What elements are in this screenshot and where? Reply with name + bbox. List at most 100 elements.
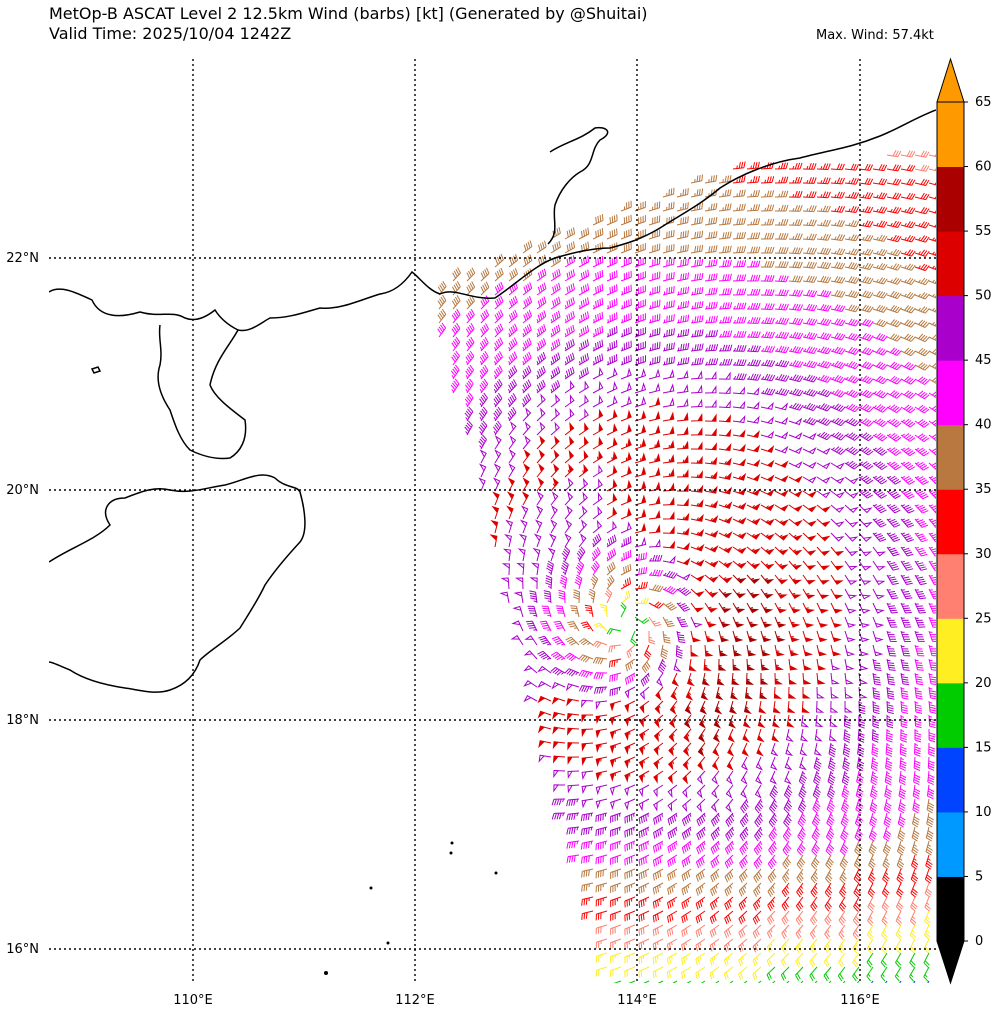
wind-barb: [928, 616, 936, 628]
wind-barb: [729, 700, 738, 715]
wind-barb: [701, 672, 711, 686]
wind-barb: [746, 331, 761, 338]
wind-barb: [620, 200, 632, 212]
wind-barb: [479, 350, 489, 366]
wind-barb: [681, 812, 692, 826]
wind-barb: [718, 602, 732, 613]
wind-barb: [508, 309, 518, 324]
wind-barb: [669, 700, 678, 715]
wind-barb: [816, 518, 831, 528]
wind-barb: [610, 910, 622, 921]
wind-barb: [724, 840, 734, 855]
wind-barb: [690, 258, 704, 268]
wind-barb: [581, 728, 594, 738]
wind-barb: [606, 228, 618, 240]
wind-barb: [928, 588, 936, 600]
wind-barb: [732, 644, 743, 657]
wind-barb: [620, 493, 632, 506]
wind-barb: [924, 896, 931, 912]
wind-barb: [894, 966, 902, 982]
wind-barb: [872, 277, 888, 285]
wind-barb: [522, 337, 532, 352]
wind-barb: [552, 755, 566, 764]
wind-barb: [536, 463, 545, 478]
wind-barb: [914, 574, 927, 586]
colorbar-tick-label: 50: [975, 289, 992, 304]
wind-barb: [724, 896, 734, 911]
wind-barb: [900, 291, 916, 300]
wind-barb: [767, 868, 777, 884]
wind-barb: [710, 868, 720, 883]
wind-barb: [718, 358, 733, 366]
wind-barb: [872, 672, 881, 686]
wind-barb: [595, 868, 608, 879]
wind-barb: [872, 489, 887, 499]
wind-barb: [676, 272, 689, 282]
wind-barb: [662, 482, 675, 492]
wind-barb: [810, 896, 818, 912]
wind-barb: [838, 938, 846, 954]
wind-barb: [704, 287, 718, 296]
wind-barb: [686, 980, 692, 983]
wind-barb: [552, 711, 566, 720]
lon-label: 112°E: [395, 993, 435, 1008]
wind-barb: [844, 318, 860, 327]
wind-barb: [508, 435, 517, 450]
wind-barb: [732, 546, 747, 554]
wind-barb: [690, 588, 705, 598]
wind-barb: [816, 275, 832, 284]
wind-barb: [718, 217, 732, 226]
wind-barb: [634, 327, 646, 338]
wind-barb: [578, 283, 590, 296]
wind-barb: [537, 665, 552, 674]
wind-barb: [830, 177, 845, 185]
wind-barb: [816, 374, 832, 383]
wind-barb: [634, 341, 646, 352]
wind-barb: [648, 584, 664, 593]
wind-barb: [914, 150, 930, 158]
wind-barb: [681, 826, 692, 840]
wind-barb: [928, 728, 936, 743]
wind-barb: [690, 174, 703, 184]
wind-barb: [886, 333, 902, 342]
wind-barb: [466, 267, 476, 282]
wind-barb: [508, 421, 517, 436]
wind-barb: [802, 360, 818, 369]
wind-barb: [592, 657, 608, 665]
wind-barb: [761, 246, 775, 254]
wind-barb: [690, 528, 705, 537]
wind-barb: [690, 384, 703, 394]
wind-barb: [576, 546, 586, 562]
wind-barb: [826, 812, 835, 828]
wind-barb: [773, 686, 783, 699]
wind-barb: [872, 602, 885, 614]
wind-barb: [872, 375, 888, 385]
wind-barb: [880, 938, 888, 954]
wind-barb: [754, 826, 763, 842]
wind-barb: [810, 868, 819, 884]
wind-barb: [610, 854, 622, 865]
wind-barb: [738, 868, 748, 883]
wind-barb: [634, 229, 646, 240]
wind-barb: [844, 714, 851, 729]
wind-barb: [830, 431, 846, 441]
wind-barb: [493, 463, 501, 478]
wind-barb: [823, 952, 832, 968]
wind-barb: [592, 228, 604, 240]
wind-barb: [732, 386, 746, 395]
wind-barb: [928, 434, 936, 442]
wind-barb: [858, 714, 865, 729]
wind-barb: [914, 461, 929, 471]
wind-barb: [797, 798, 807, 814]
wind-barb: [830, 219, 846, 227]
wind-barb: [840, 826, 849, 842]
wind-barb: [783, 784, 793, 800]
wind-barb: [746, 359, 761, 367]
wind-barb: [676, 527, 690, 536]
wind-barb: [553, 620, 566, 632]
wind-barb: [858, 461, 874, 470]
wind-barb: [634, 313, 646, 324]
wind-barb: [578, 297, 590, 310]
wind-barb: [479, 364, 489, 380]
wind-barb: [620, 577, 632, 590]
